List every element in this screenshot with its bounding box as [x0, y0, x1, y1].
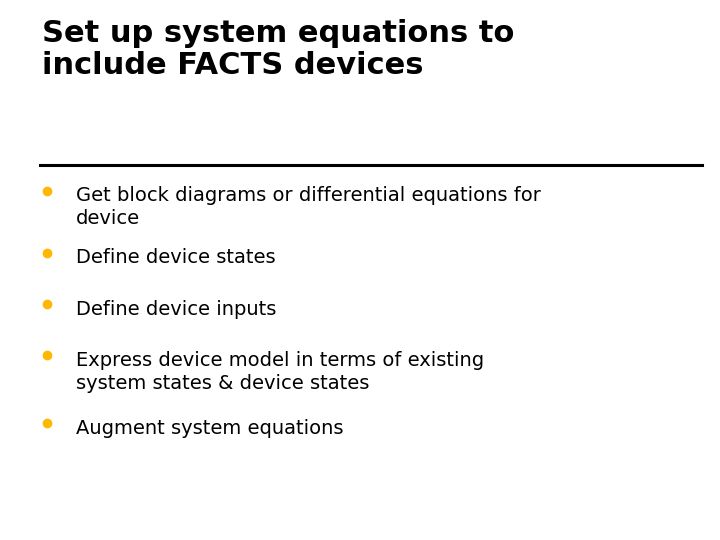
Text: Define device inputs: Define device inputs [76, 300, 276, 319]
Text: Define device states: Define device states [76, 248, 275, 267]
Text: Augment system equations: Augment system equations [76, 418, 343, 437]
Text: Set up system equations to
include FACTS devices: Set up system equations to include FACTS… [42, 19, 514, 80]
Text: Express device model in terms of existing
system states & device states: Express device model in terms of existin… [76, 351, 484, 393]
Text: Get block diagrams or differential equations for
device: Get block diagrams or differential equat… [76, 186, 541, 228]
